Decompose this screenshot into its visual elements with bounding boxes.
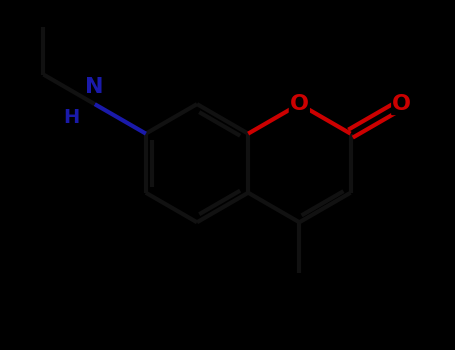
Text: H: H	[64, 108, 80, 127]
Text: N: N	[86, 77, 104, 97]
Text: O: O	[392, 94, 411, 114]
Text: O: O	[290, 94, 309, 114]
